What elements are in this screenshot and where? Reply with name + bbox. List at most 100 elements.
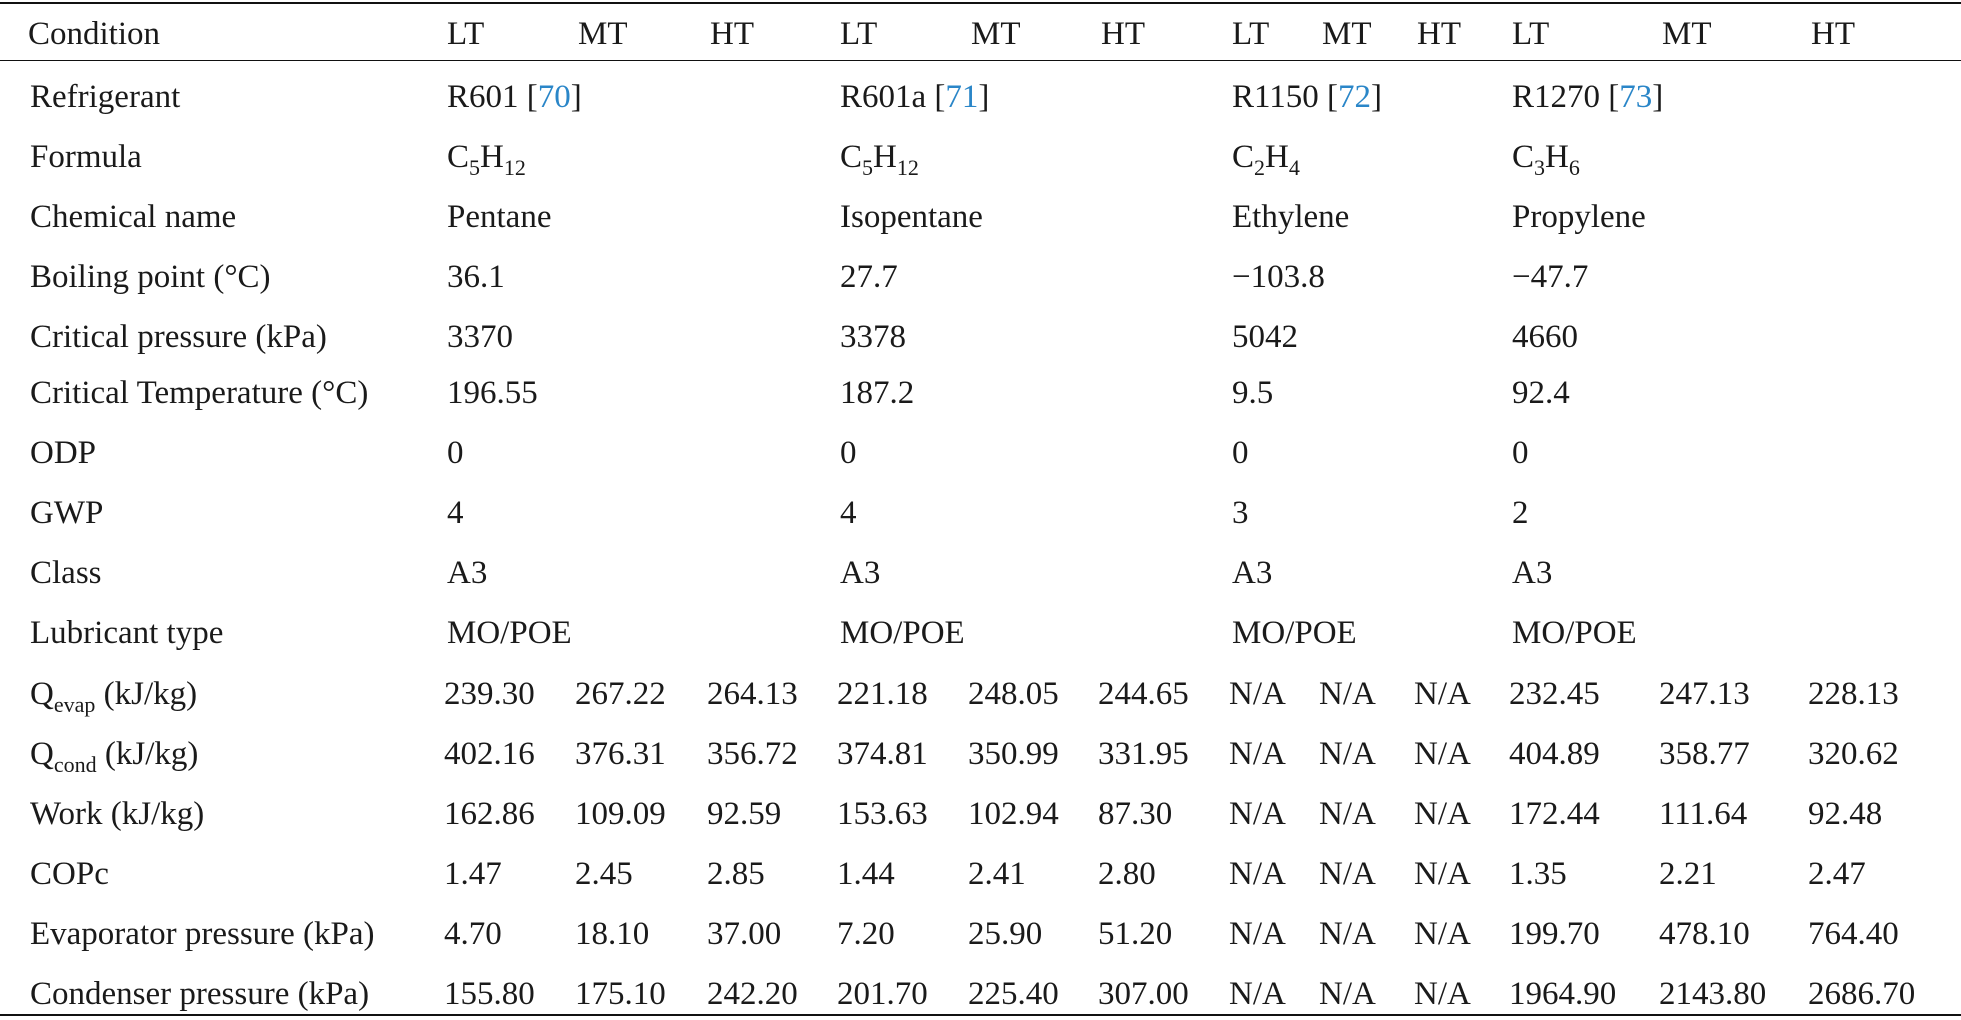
table-cell: 2.41 [968, 856, 1026, 892]
row-label-unit: (kJ/kg) [95, 676, 198, 712]
table-row: Boiling point (°C) 36.1 27.7 −103.8 −47.7 [0, 257, 1961, 297]
table-cell: 201.70 [837, 976, 928, 1012]
table-cell: 2.85 [707, 856, 765, 892]
chemical-formula: C3H6 [1512, 137, 1580, 180]
table-cell: 4.70 [444, 916, 502, 952]
table-cell: 228.13 [1808, 676, 1899, 712]
table-cell: 374.81 [837, 736, 928, 772]
table-cell: 402.16 [444, 736, 535, 772]
table-cell: 1.35 [1509, 856, 1567, 892]
table-cell: N/A [1229, 856, 1286, 892]
table-cell: N/A [1319, 916, 1376, 952]
table-cell: 7.20 [837, 916, 895, 952]
table-cell: N/A [1414, 916, 1471, 952]
row-label: Critical pressure (kPa) [30, 319, 327, 355]
ref-bracket-open: [ [1600, 79, 1620, 115]
header-level: HT [710, 16, 754, 52]
table-row: Qcond (kJ/kg) 402.16 376.31 356.72 374.81 350… [0, 734, 1961, 777]
citation-link: 71 [945, 79, 979, 115]
table-cell: 1.47 [444, 856, 502, 892]
table-cell: 350.99 [968, 736, 1059, 772]
formula-subscript: 5 [862, 155, 874, 180]
property-value: 0 [1232, 435, 1249, 471]
table-cell: N/A [1319, 856, 1376, 892]
row-label-text: COPc [30, 856, 109, 892]
formula-subscript: 5 [469, 155, 481, 180]
row-label-text: Work (kJ/kg) [30, 796, 205, 832]
table-row: Qevap (kJ/kg) 239.30 267.22 264.13 221.18 248… [0, 674, 1961, 717]
property-value: 27.7 [840, 259, 898, 295]
table-cell: 239.30 [444, 676, 535, 712]
header-level: MT [578, 16, 628, 52]
property-value: 4660 [1512, 319, 1578, 355]
table-cell: 92.48 [1808, 796, 1883, 832]
row-label: Critical Temperature (°C) [30, 375, 369, 411]
table-cell: N/A [1319, 976, 1376, 1012]
table-cell: 225.40 [968, 976, 1059, 1012]
property-value: 3378 [840, 319, 906, 355]
table-cell: N/A [1414, 976, 1471, 1012]
property-value: 92.4 [1512, 375, 1570, 411]
property-value: −47.7 [1512, 259, 1589, 295]
table-cell: 267.22 [575, 676, 666, 712]
formula-element: C [447, 139, 470, 175]
table-cell: 478.10 [1659, 916, 1750, 952]
table-cell: 1.44 [837, 856, 895, 892]
refrigerant-name: R601 [70] [447, 77, 582, 117]
table-cell: 2.45 [575, 856, 633, 892]
table-cell: 175.10 [575, 976, 666, 1012]
refrigerant-code: R601a [840, 79, 927, 115]
table-row: Formula C5H12 C5H12 C2H4 C3H6 [0, 137, 1961, 180]
formula-element: C [1232, 139, 1255, 175]
header-level: LT [1232, 16, 1270, 52]
row-label-subscript: cond [53, 752, 97, 777]
table-cell: 92.59 [707, 796, 782, 832]
chemical-formula: C5H12 [447, 137, 526, 180]
formula-subscript: 4 [1288, 155, 1300, 180]
table-cell: N/A [1414, 796, 1471, 832]
row-label-subscript: evap [53, 692, 96, 717]
table-cell: 376.31 [575, 736, 666, 772]
property-value: A3 [1512, 555, 1553, 591]
row-label: Condenser pressure (kPa) [30, 974, 369, 1014]
table-cell: 320.62 [1808, 736, 1899, 772]
formula-element: H [1545, 139, 1569, 175]
table-cell: N/A [1229, 796, 1286, 832]
table-cell: 331.95 [1098, 736, 1189, 772]
formula-element: H [1265, 139, 1289, 175]
formula-subscript: 6 [1568, 155, 1580, 180]
refrigerant-name: R1270 [73] [1512, 77, 1663, 117]
table-cell: 37.00 [707, 916, 782, 952]
table-cell: N/A [1229, 916, 1286, 952]
header-level: LT [1512, 16, 1550, 52]
row-label: GWP [30, 495, 104, 531]
property-value: MO/POE [447, 615, 572, 651]
property-value: 9.5 [1232, 375, 1274, 411]
table-cell: N/A [1229, 736, 1286, 772]
property-value: Isopentane [840, 199, 983, 235]
formula-element: H [480, 139, 504, 175]
header-level: MT [1322, 16, 1372, 52]
table-cell: 25.90 [968, 916, 1043, 952]
property-value: A3 [1232, 555, 1273, 591]
ref-bracket-close: ] [1652, 79, 1664, 115]
property-value: 3 [1232, 495, 1249, 531]
row-label: Lubricant type [30, 615, 224, 651]
table-cell: 155.80 [444, 976, 535, 1012]
table-cell: 109.09 [575, 796, 666, 832]
row-label: Refrigerant [30, 79, 181, 115]
header-rule [0, 60, 1961, 61]
row-label: COPc [30, 854, 109, 894]
property-value: Ethylene [1232, 199, 1350, 235]
formula-subscript: 12 [896, 155, 919, 180]
property-value: Pentane [447, 199, 552, 235]
header-condition: Condition [28, 16, 161, 52]
table-row: COPc 1.47 2.45 2.85 1.44 2.41 2.80 N/A N/A N/A 1.3… [0, 854, 1961, 894]
table-cell: 2.80 [1098, 856, 1156, 892]
table-cell: N/A [1414, 736, 1471, 772]
formula-subscript: 3 [1534, 155, 1546, 180]
table-row: GWP 4 4 3 2 [0, 493, 1961, 533]
row-label: Qevap (kJ/kg) [30, 674, 198, 717]
table-cell: N/A [1414, 676, 1471, 712]
table-bottom-rule [0, 1014, 1961, 1016]
